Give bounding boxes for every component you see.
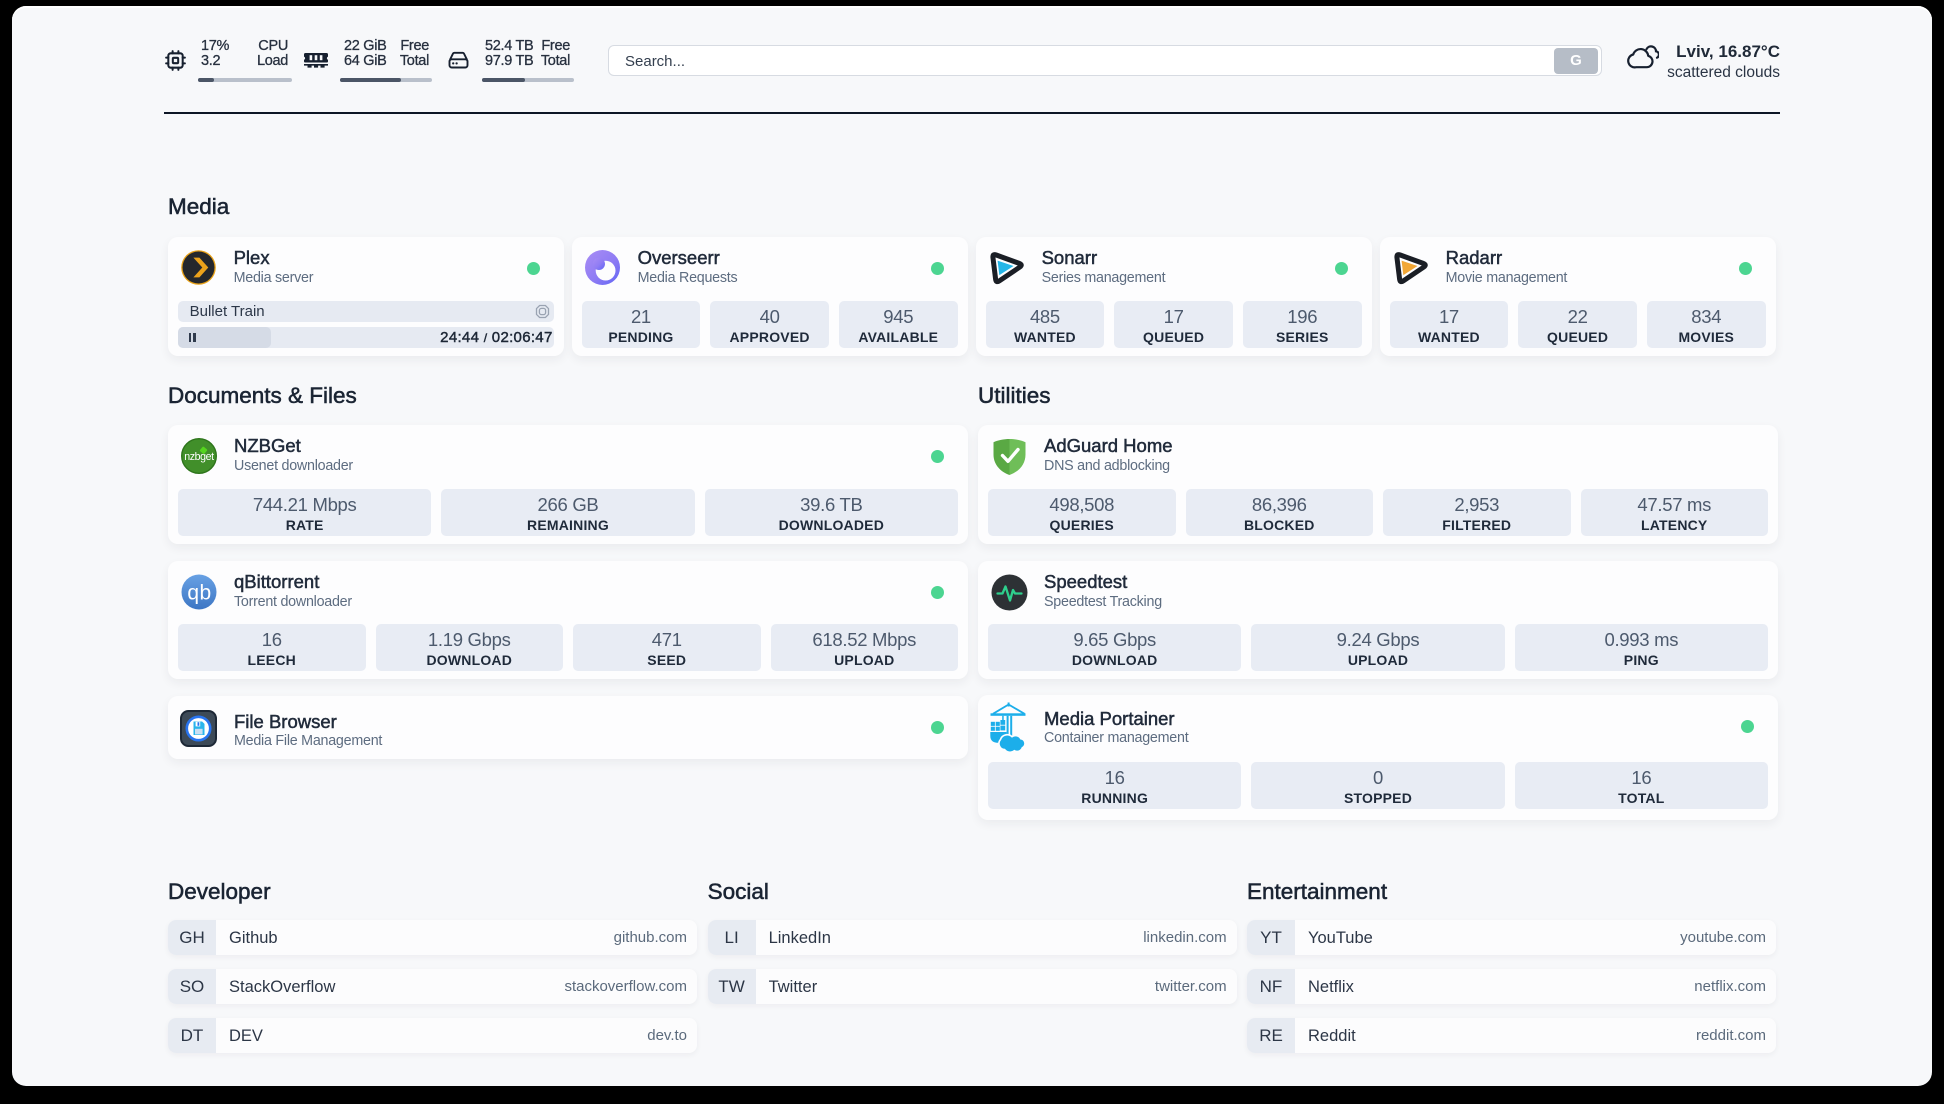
svg-text:nzbget: nzbget [184, 451, 214, 463]
svg-text:qb: qb [187, 581, 211, 604]
